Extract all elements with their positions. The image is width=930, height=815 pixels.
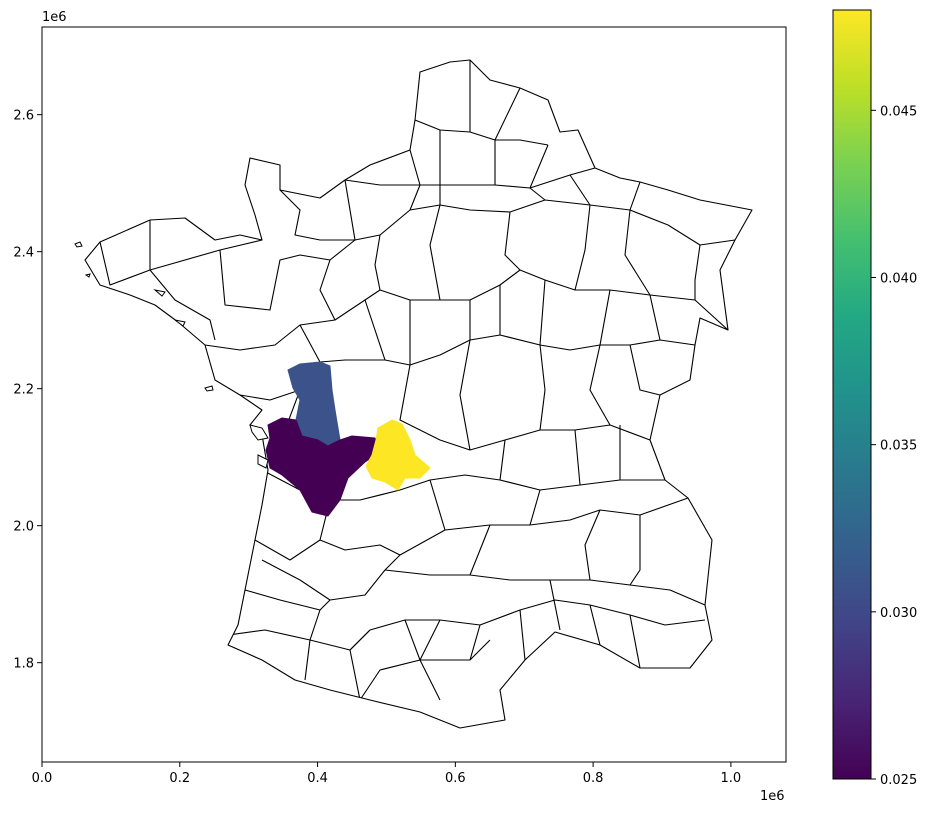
y-axis-offset-label: 1e6 [42, 10, 67, 25]
colorbar-tick-label: 0.030 [880, 606, 917, 621]
x-tick-label: 0.0 [32, 771, 53, 786]
x-tick-label: 0.8 [583, 771, 604, 786]
x-tick-label: 1.0 [721, 771, 742, 786]
y-tick-label: 2.6 [13, 109, 34, 124]
france-outline [84, 59, 753, 729]
colorbar-ticks: 0.025 0.030 0.035 0.040 0.045 [871, 104, 917, 788]
x-tick-label: 0.4 [307, 771, 328, 786]
x-axis-offset-label: 1e6 [760, 789, 785, 804]
highlighted-region-southwest [265, 417, 381, 517]
y-tick-label: 2.4 [13, 246, 34, 261]
islands [74, 241, 269, 469]
x-tick-label: 0.2 [169, 771, 190, 786]
france-map [74, 59, 753, 729]
y-tick-label: 2.0 [13, 520, 34, 535]
colorbar-tick-label: 0.035 [880, 439, 917, 454]
colorbar-gradient [832, 9, 872, 780]
colorbar-tick-label: 0.025 [880, 773, 917, 788]
y-axis: 1.8 2.0 2.2 2.4 2.6 [13, 109, 42, 672]
colorbar-tick-label: 0.040 [880, 271, 917, 286]
colorbar-tick-label: 0.045 [880, 104, 917, 119]
y-tick-label: 1.8 [13, 657, 34, 672]
colorbar: 0.025 0.030 0.035 0.040 0.045 [832, 9, 917, 788]
highlighted-region-east [365, 419, 431, 491]
y-tick-label: 2.2 [13, 383, 34, 398]
x-axis: 0.0 0.2 0.4 0.6 0.8 1.0 [32, 762, 742, 786]
x-tick-label: 0.6 [445, 771, 466, 786]
